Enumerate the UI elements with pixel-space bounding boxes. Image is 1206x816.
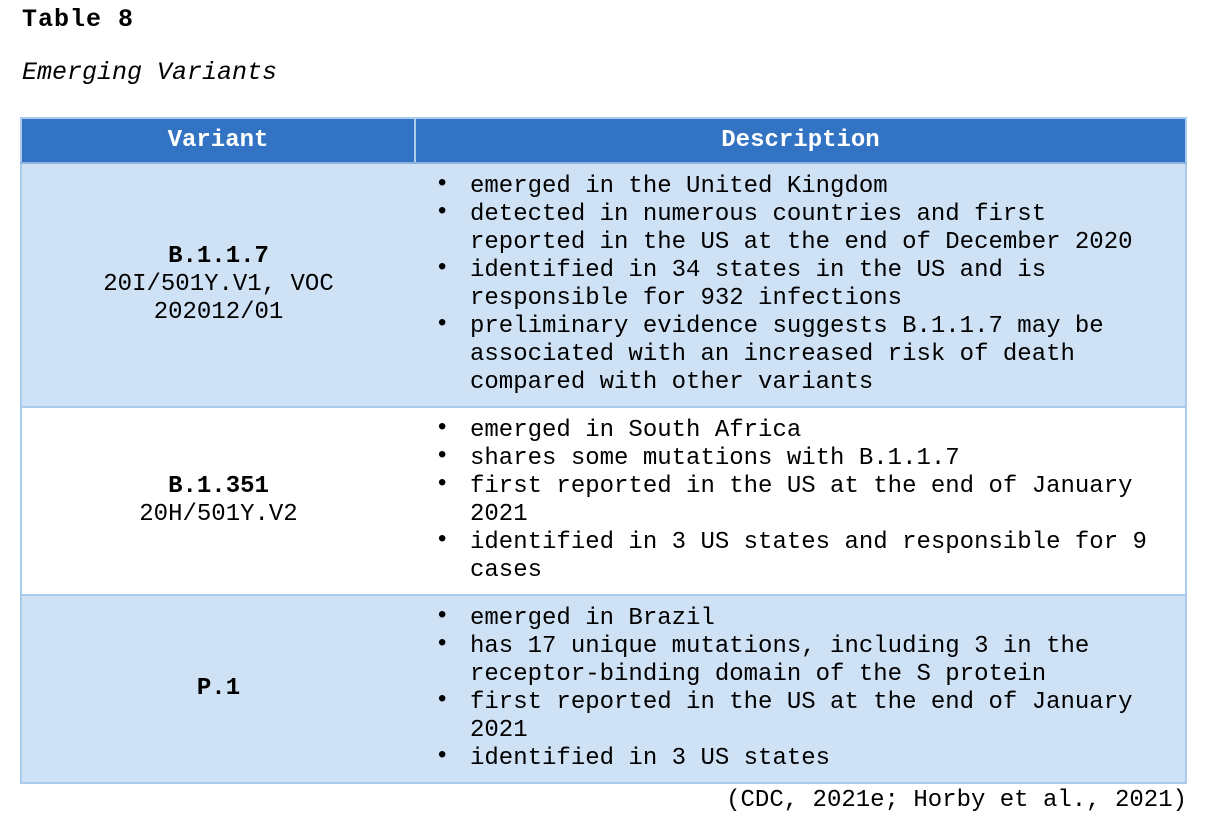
bullet-item: preliminary evidence suggests B.1.1.7 ma… [415,311,1164,397]
bullet-item: identified in 34 states in the US and is… [415,255,1164,313]
description-cell: emerged in Brazil has 17 unique mutation… [415,594,1186,783]
column-header-description: Description [415,118,1186,164]
bullet-item: detected in numerous countries and first… [415,199,1164,257]
bullet-item: first reported in the US at the end of J… [415,471,1164,529]
source-citation: (CDC, 2021e; Horby et al., 2021) [726,787,1187,814]
variant-name: B.1.351 [168,473,269,500]
emerging-variants-table: Variant Description B.1.1.7 20I/501Y.V1,… [20,117,1187,784]
description-cell: emerged in the United Kingdom detected i… [415,163,1186,407]
variant-name: P.1 [196,675,241,702]
variant-cell: B.1.351 20H/501Y.V2 [21,406,415,595]
table-number-label: Table 8 [22,5,135,34]
variant-cell: B.1.1.7 20I/501Y.V1, VOC 202012/01 [21,163,415,407]
variant-label: 202012/01 [153,299,284,326]
bullet-item: first reported in the US at the end of J… [415,687,1164,745]
bullet-item: identified in 3 US states and responsibl… [415,527,1164,585]
bullet-item: identified in 3 US states [415,743,1164,773]
bullet-item: emerged in the United Kingdom [415,171,1164,201]
table-title: Emerging Variants [22,58,278,87]
bullet-item: shares some mutations with B.1.1.7 [415,443,1164,473]
table-row-b117: B.1.1.7 20I/501Y.V1, VOC 202012/01 emerg… [21,163,1186,407]
table-row-p1: P.1 emerged in Brazil has 17 unique muta… [21,594,1186,783]
variant-label: 20H/501Y.V2 [139,501,298,528]
table-row-b1351: B.1.351 20H/501Y.V2 emerged in South Afr… [21,406,1186,595]
column-header-variant: Variant [21,118,416,164]
variant-label: 20I/501Y.V1, VOC [103,271,334,298]
table-header-row: Variant Description [21,118,1186,164]
description-cell: emerged in South Africa shares some muta… [415,406,1186,595]
variant-cell: P.1 [21,594,415,783]
bullet-item: emerged in Brazil [415,603,1164,633]
variant-name: B.1.1.7 [168,243,269,270]
bullet-item: emerged in South Africa [415,415,1164,445]
bullet-item: has 17 unique mutations, including 3 in … [415,631,1164,689]
